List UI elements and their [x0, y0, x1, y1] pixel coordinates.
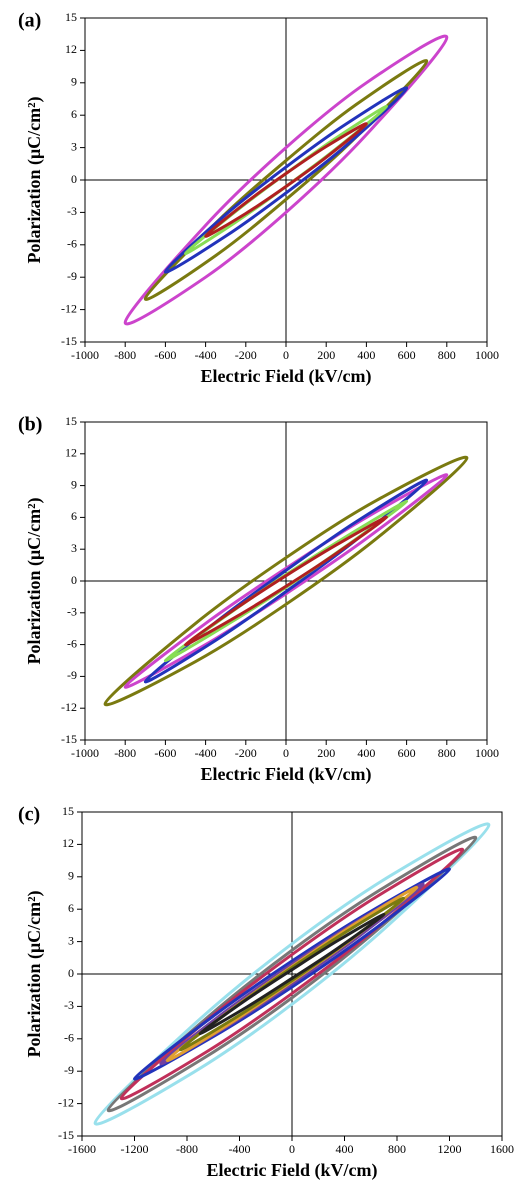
x-tick-label: 1600 — [490, 1142, 514, 1156]
y-tick-label: -15 — [61, 334, 77, 348]
hysteresis-loop — [119, 847, 465, 1101]
x-tick-label: 0 — [283, 746, 289, 760]
x-axis-title: Electric Field (kV/cm) — [207, 1160, 378, 1181]
hysteresis-loop — [93, 822, 491, 1126]
x-tick-label: -200 — [235, 746, 257, 760]
y-tick-label: -3 — [67, 605, 77, 619]
x-tick-label: -200 — [235, 348, 257, 362]
y-tick-label: 12 — [65, 42, 77, 56]
y-tick-label: -3 — [64, 998, 74, 1012]
panel-label: (a) — [18, 10, 41, 32]
x-tick-label: 200 — [317, 348, 335, 362]
x-axis-title: Electric Field (kV/cm) — [201, 366, 372, 387]
x-tick-label: -1000 — [71, 348, 99, 362]
y-tick-label: 12 — [65, 446, 77, 460]
x-tick-label: 400 — [357, 348, 375, 362]
x-tick-label: -600 — [154, 348, 176, 362]
y-tick-label: 12 — [62, 836, 74, 850]
hysteresis-loop — [106, 835, 478, 1113]
hysteresis-loop — [103, 455, 469, 707]
x-tick-label: 800 — [438, 746, 456, 760]
y-tick-label: -15 — [61, 732, 77, 746]
x-tick-label: -400 — [195, 746, 217, 760]
x-tick-label: 400 — [357, 746, 375, 760]
x-tick-label: -600 — [154, 746, 176, 760]
x-tick-label: -800 — [114, 746, 136, 760]
x-tick-label: 0 — [289, 1142, 295, 1156]
y-tick-label: 15 — [65, 10, 77, 24]
y-tick-label: -9 — [64, 1063, 74, 1077]
x-tick-label: 600 — [398, 746, 416, 760]
y-tick-label: 6 — [71, 107, 77, 121]
y-tick-label: -9 — [67, 668, 77, 682]
x-tick-label: -800 — [176, 1142, 198, 1156]
y-tick-label: 9 — [68, 869, 74, 883]
y-tick-label: 0 — [68, 966, 74, 980]
y-tick-label: -12 — [58, 1095, 74, 1109]
x-tick-label: 1200 — [438, 1142, 462, 1156]
y-axis-title: Polarization (μC/cm²) — [24, 890, 45, 1057]
hysteresis-loop — [123, 34, 449, 326]
x-tick-label: -800 — [114, 348, 136, 362]
y-tick-label: 3 — [71, 139, 77, 153]
y-tick-label: 3 — [68, 933, 74, 947]
y-axis-title: Polarization (μC/cm²) — [24, 497, 45, 664]
hysteresis-loop — [163, 86, 409, 274]
y-tick-label: 0 — [71, 573, 77, 587]
y-tick-label: -3 — [67, 204, 77, 218]
y-tick-label: 3 — [71, 541, 77, 555]
y-tick-label: -6 — [67, 636, 77, 650]
y-tick-label: -12 — [61, 700, 77, 714]
y-tick-label: -15 — [58, 1128, 74, 1142]
x-tick-label: 800 — [438, 348, 456, 362]
x-tick-label: -1000 — [71, 746, 99, 760]
y-tick-label: -6 — [64, 1031, 74, 1045]
y-tick-label: 15 — [62, 804, 74, 818]
y-tick-label: -12 — [61, 301, 77, 315]
panel-label: (c) — [18, 804, 40, 826]
x-tick-label: 1000 — [475, 746, 499, 760]
x-tick-label: 800 — [388, 1142, 406, 1156]
x-tick-label: -1600 — [68, 1142, 96, 1156]
y-axis-title: Polarization (μC/cm²) — [24, 96, 45, 263]
y-tick-label: 9 — [71, 477, 77, 491]
x-tick-label: 200 — [317, 746, 335, 760]
y-tick-label: 0 — [71, 172, 77, 186]
y-tick-label: -6 — [67, 237, 77, 251]
hysteresis-loop — [198, 913, 386, 1035]
hysteresis-loop — [183, 515, 389, 647]
y-tick-label: 15 — [65, 414, 77, 428]
x-tick-label: 0 — [283, 348, 289, 362]
y-tick-label: -9 — [67, 269, 77, 283]
y-tick-label: 6 — [71, 509, 77, 523]
panel-label: (b) — [18, 414, 42, 436]
x-axis-title: Electric Field (kV/cm) — [201, 764, 372, 785]
x-tick-label: -400 — [195, 348, 217, 362]
x-tick-label: -400 — [229, 1142, 251, 1156]
hysteresis-loop — [132, 867, 452, 1081]
y-tick-label: 6 — [68, 901, 74, 915]
x-tick-label: -1200 — [121, 1142, 149, 1156]
hysteresis-loop — [204, 122, 368, 238]
x-tick-label: 400 — [336, 1142, 354, 1156]
x-tick-label: 600 — [398, 348, 416, 362]
x-tick-label: 1000 — [475, 348, 499, 362]
y-tick-label: 9 — [71, 75, 77, 89]
